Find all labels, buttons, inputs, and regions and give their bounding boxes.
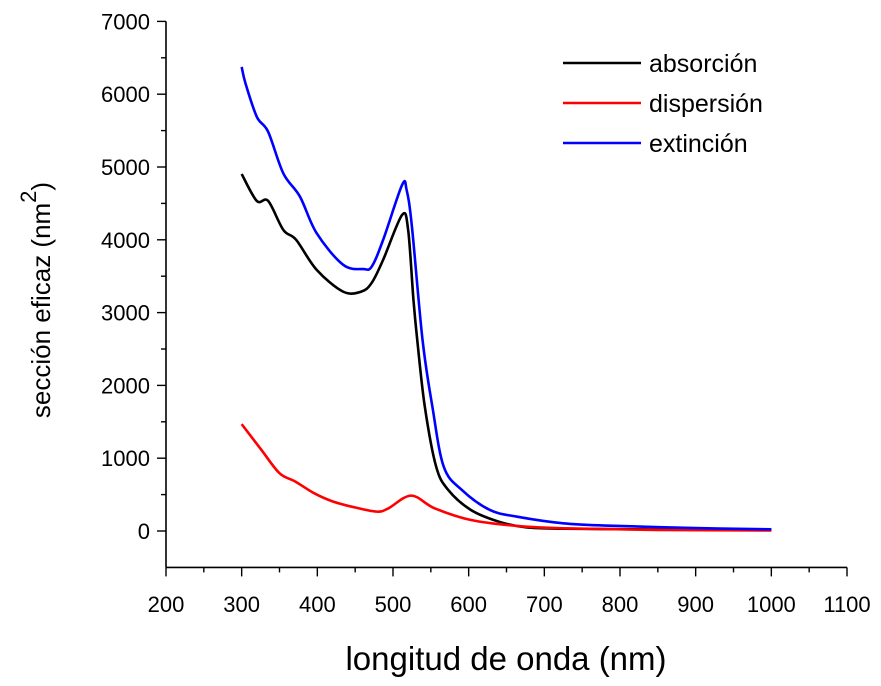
y-tick-label: 5000 bbox=[101, 155, 150, 180]
x-tick-label: 200 bbox=[148, 592, 185, 617]
y-tick-label: 3000 bbox=[101, 301, 150, 326]
y-tick-label: 7000 bbox=[101, 9, 150, 34]
x-tick-label: 900 bbox=[677, 592, 714, 617]
x-tick-label: 300 bbox=[223, 592, 260, 617]
x-axis-title: longitud de onda (nm) bbox=[345, 640, 666, 677]
y-axis-title: sección eficaz (nm2) bbox=[16, 182, 56, 418]
y-axis-title-main: sección eficaz (nm bbox=[26, 203, 56, 418]
y-tick-label: 4000 bbox=[101, 228, 150, 253]
axes: 200 300 400 500 600 700 800 900 1000 1100 0 1000 200… bbox=[101, 9, 871, 617]
legend-label: dispersión bbox=[649, 90, 763, 118]
x-tick-label: 800 bbox=[602, 592, 639, 617]
x-tick-label: 1000 bbox=[747, 592, 796, 617]
x-tick-label: 400 bbox=[299, 592, 336, 617]
legend-label: extinción bbox=[649, 130, 748, 158]
y-tick-label: 0 bbox=[138, 519, 150, 544]
legend: absorción dispersión extinción bbox=[563, 50, 763, 158]
y-tick-label: 1000 bbox=[101, 446, 150, 471]
x-tick-label: 700 bbox=[526, 592, 563, 617]
y-tick-label: 2000 bbox=[101, 373, 150, 398]
series-line-3 bbox=[240, 66, 772, 531]
series-group bbox=[240, 66, 772, 532]
y-tick-label: 6000 bbox=[101, 82, 150, 107]
x-tick-label: 1100 bbox=[823, 592, 870, 617]
x-tick-label: 600 bbox=[450, 592, 487, 617]
x-tick-label: 500 bbox=[375, 592, 412, 617]
series-line-1 bbox=[240, 173, 772, 532]
y-axis-title-close: ) bbox=[26, 182, 56, 191]
series-line-2 bbox=[240, 423, 772, 532]
legend-label: absorción bbox=[649, 50, 757, 78]
y-axis-title-superscript: 2 bbox=[16, 191, 41, 203]
